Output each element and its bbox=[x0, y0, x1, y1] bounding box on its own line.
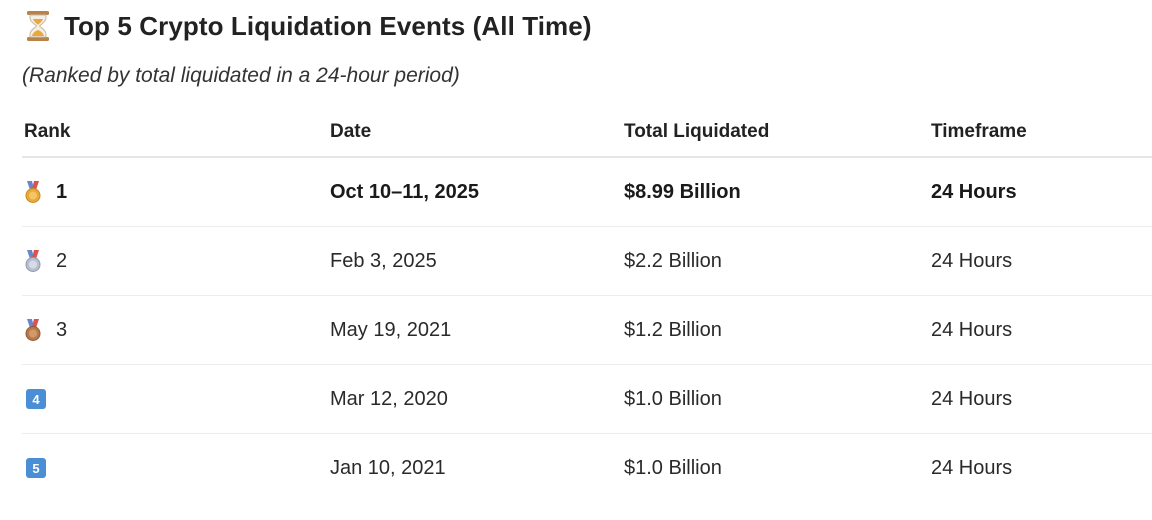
table-row: 2 Feb 3, 2025 $2.2 Billion 24 Hours bbox=[22, 226, 1152, 296]
rank-cell: 1 bbox=[22, 157, 328, 227]
table-row: 5 Jan 10, 2021 $1.0 Billion 24 Hours bbox=[22, 434, 1152, 503]
gold-medal-icon bbox=[25, 181, 41, 203]
title-row: Top 5 Crypto Liquidation Events (All Tim… bbox=[26, 6, 592, 46]
keycap-5-icon: 5 bbox=[26, 458, 46, 478]
bronze-medal-icon bbox=[25, 319, 41, 341]
timeframe-cell: 24 Hours bbox=[931, 456, 1013, 479]
rank-cell: 2 bbox=[22, 226, 328, 296]
timeframe-cell: 24 Hours bbox=[929, 157, 1152, 227]
date-cell: Mar 12, 2020 bbox=[328, 364, 622, 434]
page-title: Top 5 Crypto Liquidation Events (All Tim… bbox=[64, 10, 592, 41]
rank-number: 1 bbox=[56, 180, 68, 203]
date-cell: Oct 10–11, 2025 bbox=[328, 157, 622, 227]
rank-cell: 3 bbox=[22, 295, 328, 365]
table-row: 3 May 19, 2021 $1.2 Billion 24 Hours bbox=[22, 295, 1152, 365]
total-liquidated-cell: $2.2 Billion bbox=[622, 226, 929, 296]
keycap-4-icon: 4 bbox=[26, 389, 46, 409]
timeframe-cell: 24 Hours bbox=[929, 226, 1152, 296]
rank-number: 3 bbox=[56, 318, 68, 341]
column-header-total-liquidated: Total Liquidated bbox=[622, 108, 929, 158]
column-header-rank: Rank bbox=[22, 108, 328, 158]
timeframe-cell: 24 Hours bbox=[929, 364, 1152, 434]
hourglass-icon bbox=[27, 11, 49, 41]
date-cell: May 19, 2021 bbox=[328, 295, 622, 365]
table-row: 1 Oct 10–11, 2025 $8.99 Billion 24 Hours bbox=[22, 157, 1152, 227]
timeframe-cell: 24 Hours bbox=[929, 295, 1152, 365]
table-header-row: Rank Date Total Liquidated Timeframe bbox=[22, 108, 1152, 158]
rank-cell: 4 bbox=[22, 364, 328, 434]
column-header-date: Date bbox=[328, 108, 622, 158]
rank-number: 2 bbox=[56, 249, 68, 272]
column-header-timeframe: Timeframe bbox=[929, 108, 1152, 158]
total-liquidated-cell: $1.0 Billion bbox=[622, 364, 929, 434]
liquidation-table: Rank Date Total Liquidated Timeframe 1 O… bbox=[22, 108, 1152, 502]
date-cell: Feb 3, 2025 bbox=[328, 226, 622, 296]
total-liquidated-cell: $1.2 Billion bbox=[622, 295, 929, 365]
page-subtitle: (Ranked by total liquidated in a 24-hour… bbox=[22, 64, 460, 87]
table-row: 4 Mar 12, 2020 $1.0 Billion 24 Hours bbox=[22, 364, 1152, 434]
silver-medal-icon bbox=[25, 250, 41, 272]
total-liquidated-cell: $1.0 Billion bbox=[624, 456, 722, 479]
rank-cell: 5 bbox=[22, 434, 328, 503]
date-cell: Jan 10, 2021 bbox=[330, 456, 446, 479]
total-liquidated-cell: $8.99 Billion bbox=[622, 157, 929, 227]
